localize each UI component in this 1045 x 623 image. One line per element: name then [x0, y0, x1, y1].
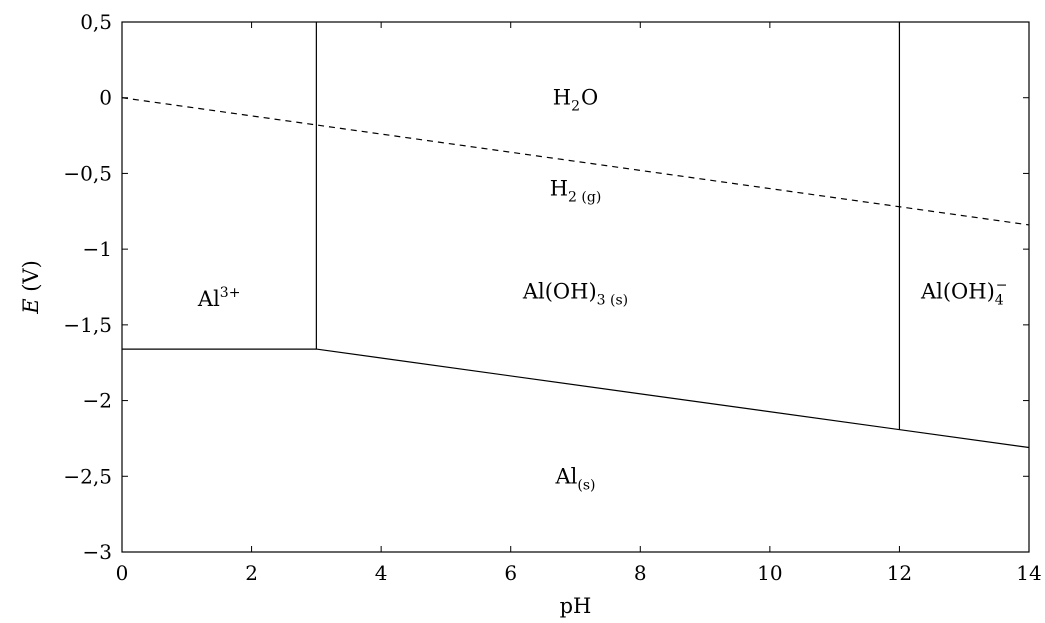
x-tick-label: 14: [1016, 561, 1041, 585]
x-tick-label: 6: [504, 561, 517, 585]
y-tick-label: −2: [83, 389, 112, 413]
x-tick-label: 8: [634, 561, 647, 585]
y-tick-label: −1,5: [63, 313, 112, 337]
region-label-als: Al(s): [555, 464, 596, 493]
y-tick-label: −0,5: [63, 161, 112, 185]
axis-ticks: [121, 21, 1030, 553]
x-tick-label: 2: [245, 561, 258, 585]
x-tick-label: 4: [375, 561, 388, 585]
y-tick-label: 0: [99, 86, 112, 110]
y-tick-label: −3: [83, 540, 112, 564]
boundary-line-0: [121, 97, 1030, 226]
y-tick-label: −2,5: [63, 464, 112, 488]
region-label-al3: Al3+: [197, 285, 241, 311]
region-label-aloh4: Al(OH)4−: [920, 278, 1007, 309]
y-axis-variable: E: [19, 298, 43, 314]
y-axis-title: E (V): [19, 260, 43, 315]
x-tick-label: 12: [887, 561, 912, 585]
y-tick-label: −1: [83, 237, 112, 261]
x-tick-label: 10: [757, 561, 782, 585]
region-label-h2o: H2O: [553, 86, 598, 115]
region-label-h2g: H2 (g): [550, 177, 602, 206]
plot-lines: [121, 22, 1030, 449]
x-tick-label: 0: [116, 561, 129, 585]
y-tick-label: 0,5: [80, 10, 112, 34]
x-axis-title: pH: [560, 594, 592, 618]
region-label-aloh3: Al(OH)3 (s): [522, 280, 628, 309]
y-axis-unit: (V): [19, 260, 43, 298]
plot-frame: [121, 21, 1030, 553]
region-labels: Al3+ H2O H2 (g) Al(OH)3 (s) Al(OH)4− Al(s): [197, 86, 1008, 494]
boundary-line-1: [122, 348, 1030, 449]
tick-labels: 0 2 4 6 8 10 12 14 0,5 0 −0,5 −1 −1,5 −2 −2,5 −3: [63, 10, 1041, 585]
